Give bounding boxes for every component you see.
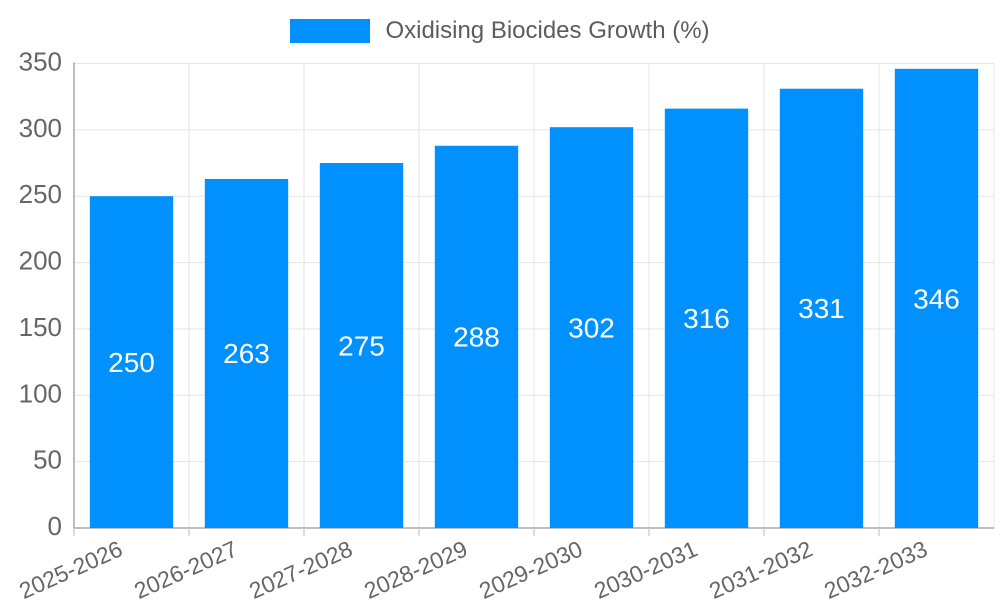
svg-text:263: 263 <box>223 338 270 369</box>
svg-text:50: 50 <box>33 445 62 475</box>
svg-text:2030-2031: 2030-2031 <box>590 535 701 600</box>
svg-text:2025-2026: 2025-2026 <box>15 535 126 600</box>
svg-text:2028-2029: 2028-2029 <box>360 535 471 600</box>
svg-text:0: 0 <box>48 511 62 541</box>
svg-text:100: 100 <box>19 378 62 408</box>
svg-text:150: 150 <box>19 312 62 342</box>
svg-text:250: 250 <box>108 347 155 378</box>
svg-text:331: 331 <box>798 293 845 324</box>
svg-text:2029-2030: 2029-2030 <box>475 535 586 600</box>
svg-text:200: 200 <box>19 246 62 276</box>
svg-text:250: 250 <box>19 179 62 209</box>
svg-text:288: 288 <box>453 322 500 353</box>
svg-text:346: 346 <box>913 283 960 314</box>
svg-text:275: 275 <box>338 330 385 361</box>
svg-text:2026-2027: 2026-2027 <box>130 535 241 600</box>
svg-text:316: 316 <box>683 303 730 334</box>
svg-text:2032-2033: 2032-2033 <box>820 535 931 600</box>
svg-text:302: 302 <box>568 312 615 343</box>
svg-text:2027-2028: 2027-2028 <box>245 535 356 600</box>
svg-text:350: 350 <box>19 47 62 77</box>
svg-text:300: 300 <box>19 113 62 143</box>
svg-text:2031-2032: 2031-2032 <box>705 535 816 600</box>
